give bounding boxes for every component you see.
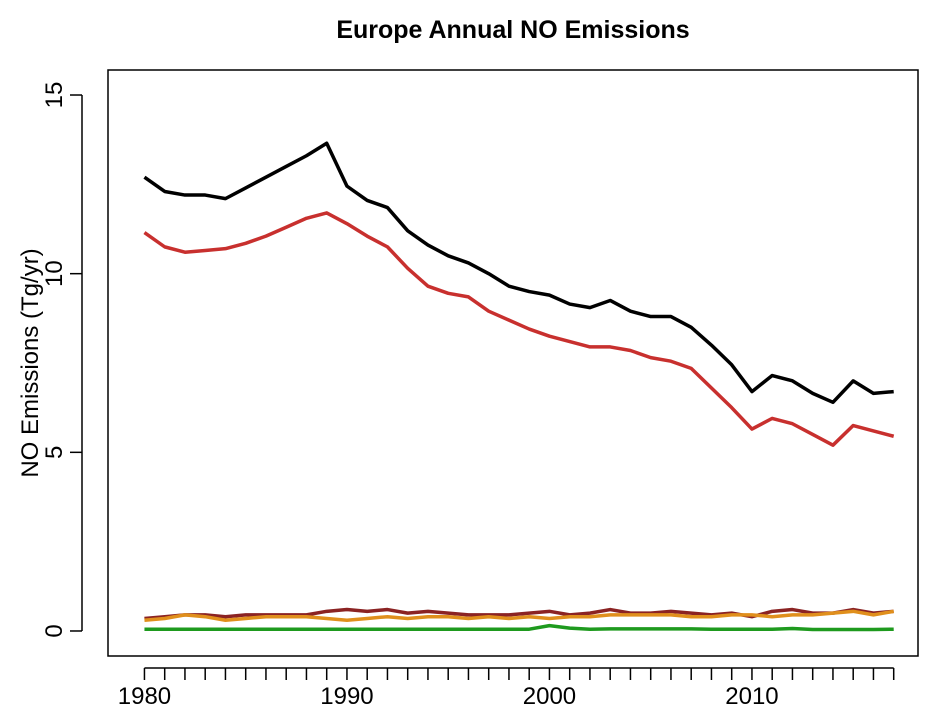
x-tick-label: 2010 bbox=[725, 683, 778, 706]
data-line bbox=[144, 609, 895, 623]
y-tick-label: 5 bbox=[41, 446, 68, 459]
y-tick-label: 10 bbox=[41, 260, 68, 287]
y-axis-label: NO Emissions (Tg/yr) bbox=[17, 248, 44, 477]
x-tick-label: 2000 bbox=[523, 683, 576, 706]
x-tick-label: 1990 bbox=[320, 683, 373, 706]
data-line bbox=[144, 607, 894, 621]
y-tick-label: 15 bbox=[41, 82, 68, 109]
y-tick-label: 0 bbox=[41, 624, 68, 637]
x-tick-label: 1980 bbox=[118, 683, 171, 706]
chart-title: Europe Annual NO Emissions bbox=[336, 16, 689, 44]
plot-frame bbox=[107, 69, 919, 657]
data-line bbox=[143, 211, 895, 447]
data-line bbox=[143, 141, 894, 405]
data-line bbox=[144, 623, 894, 632]
